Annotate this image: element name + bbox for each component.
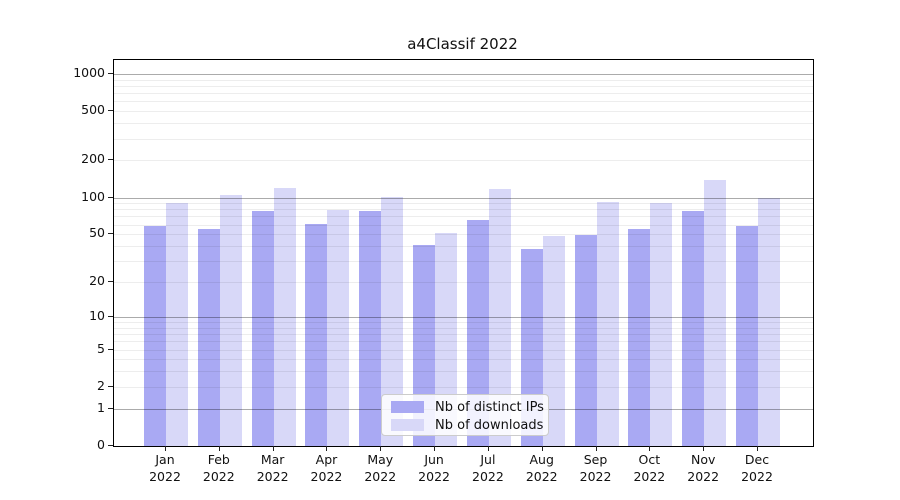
bar-distinct-ips-may <box>359 211 382 446</box>
minor-gridline <box>114 79 813 81</box>
y-tick-mark <box>108 281 113 283</box>
y-tick-label: 0 <box>97 437 105 452</box>
bar-downloads-jan <box>166 202 188 446</box>
x-tick-mark <box>434 446 436 451</box>
y-tick-mark <box>108 385 113 387</box>
y-tick-label: 5 <box>97 340 105 356</box>
x-tick-mark <box>757 446 758 451</box>
bar-distinct-ips-dec <box>736 226 758 446</box>
minor-gridline <box>114 138 813 140</box>
bar-distinct-ips-jan <box>144 226 166 446</box>
x-tick-label-jan: Jan 2022 <box>149 452 181 484</box>
y-tick-mark <box>108 233 113 235</box>
legend-label-distinct-ips: Nb of distinct IPs <box>435 399 544 415</box>
y-tick-label: 10 <box>89 307 105 323</box>
y-tick-mark <box>108 348 113 350</box>
x-tick-label-may: May 2022 <box>364 452 397 484</box>
bar-downloads-nov <box>704 179 727 446</box>
bar-distinct-ips-jul <box>466 220 489 446</box>
bar-distinct-ips-apr <box>305 223 328 446</box>
y-tick-label: 1000 <box>73 65 105 80</box>
bar-distinct-ips-sep <box>574 235 597 446</box>
x-tick-label-jun: Jun 2022 <box>418 452 450 484</box>
x-tick-label-aug: Aug 2022 <box>525 452 558 484</box>
y-tick-mark <box>108 159 113 161</box>
y-tick-mark <box>108 110 113 112</box>
y-tick-label: 50 <box>89 225 105 241</box>
legend-item-downloads: Nb of downloads <box>382 417 548 433</box>
minor-gridline <box>114 101 813 103</box>
minor-gridline <box>114 93 813 95</box>
x-tick-label-jul: Jul 2022 <box>472 452 504 484</box>
bar-distinct-ips-nov <box>682 211 705 446</box>
x-tick-mark <box>649 446 651 451</box>
minor-gridline <box>114 160 813 162</box>
bar-downloads-jul <box>488 189 511 446</box>
bar-downloads-dec <box>758 197 780 446</box>
legend-swatch-downloads <box>391 419 424 431</box>
bar-distinct-ips-mar <box>251 211 274 446</box>
legend-swatch-distinct-ips <box>391 401 424 413</box>
bar-downloads-mar <box>273 188 296 446</box>
chart-title: a4Classif 2022 <box>407 35 518 53</box>
legend: Nb of distinct IPs Nb of downloads <box>381 394 549 436</box>
bar-downloads-may <box>381 196 404 446</box>
x-tick-mark <box>218 446 220 451</box>
x-tick-mark <box>595 446 597 451</box>
bar-distinct-ips-oct <box>628 229 651 446</box>
legend-item-distinct-ips: Nb of distinct IPs <box>382 399 548 415</box>
y-tick-label: 100 <box>81 188 105 204</box>
minor-gridline <box>114 86 813 87</box>
x-tick-label-dec: Dec 2022 <box>741 452 773 484</box>
x-tick-mark <box>703 446 705 451</box>
x-tick-label-sep: Sep 2022 <box>579 452 612 484</box>
y-tick-mark <box>108 73 113 74</box>
x-tick-mark <box>272 446 274 451</box>
plot-area <box>113 59 814 447</box>
x-tick-label-mar: Mar 2022 <box>256 452 289 484</box>
bar-downloads-apr <box>327 210 350 446</box>
bar-distinct-ips-feb <box>197 229 220 446</box>
y-tick-label: 20 <box>89 273 105 289</box>
x-tick-mark <box>326 446 328 451</box>
y-tick-mark <box>108 315 113 317</box>
x-tick-mark <box>165 446 166 451</box>
major-gridline <box>114 74 813 75</box>
minor-gridline <box>114 123 813 125</box>
bar-downloads-aug <box>542 236 565 446</box>
y-tick-mark <box>108 445 113 446</box>
x-tick-mark <box>487 446 489 451</box>
y-tick-label: 1 <box>97 399 105 415</box>
x-tick-mark <box>541 446 543 451</box>
y-tick-label: 2 <box>97 377 105 393</box>
bar-downloads-feb <box>219 195 242 446</box>
x-tick-label-oct: Oct 2022 <box>633 452 666 484</box>
y-tick-mark <box>108 196 113 198</box>
x-tick-label-feb: Feb 2022 <box>202 452 235 484</box>
bar-downloads-oct <box>650 203 673 446</box>
legend-label-downloads: Nb of downloads <box>435 417 544 433</box>
y-tick-mark <box>108 407 113 409</box>
x-tick-label-apr: Apr 2022 <box>310 452 343 484</box>
x-tick-mark <box>380 446 382 451</box>
y-tick-label: 500 <box>81 102 105 118</box>
y-tick-label: 200 <box>81 151 105 167</box>
bar-downloads-sep <box>596 201 619 446</box>
minor-gridline <box>114 111 813 113</box>
x-tick-label-nov: Nov 2022 <box>687 452 720 484</box>
bar-downloads-jun <box>435 233 458 446</box>
